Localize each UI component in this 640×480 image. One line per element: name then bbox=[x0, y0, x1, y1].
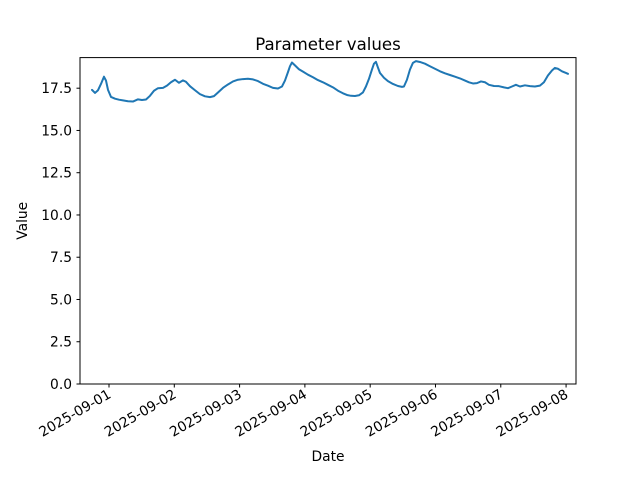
y-tick-label: 2.5 bbox=[50, 335, 72, 351]
y-axis-ticks: 0.0 2.5 5.0 7.5 10.0 12.5 15.0 17.5 bbox=[41, 81, 80, 393]
data-line bbox=[91, 60, 569, 103]
x-axis-label: Date bbox=[312, 449, 345, 465]
y-tick-label: 7.5 bbox=[50, 250, 72, 266]
chart-title: Parameter values bbox=[255, 35, 401, 54]
y-tick-label: 10.0 bbox=[41, 208, 72, 224]
y-tick-label: 15.0 bbox=[41, 123, 72, 139]
y-tick-label: 5.0 bbox=[50, 292, 72, 308]
y-tick-label: 17.5 bbox=[41, 81, 72, 97]
y-tick-label: 0.0 bbox=[50, 377, 72, 393]
axes-frame bbox=[79, 57, 577, 385]
y-tick-label: 12.5 bbox=[41, 166, 72, 182]
y-axis-label: Value bbox=[15, 202, 31, 240]
